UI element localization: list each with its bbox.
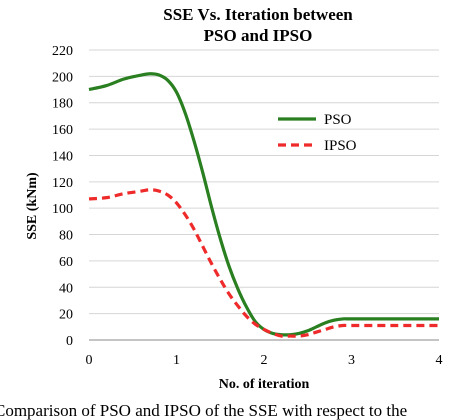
series-line-ipso xyxy=(88,188,439,338)
x-tick-label: 2 xyxy=(261,353,268,368)
figure-caption: Comparison of PSO and IPSO of the SSE wi… xyxy=(0,401,407,420)
chart-title-line-1: SSE Vs. Iteration between xyxy=(163,5,353,24)
y-tick-label: 0 xyxy=(66,334,73,349)
y-tick-label: 60 xyxy=(59,255,73,270)
legend-label-pso: PSO xyxy=(324,112,352,128)
x-tick-label: 0 xyxy=(86,353,93,368)
x-tick-label: 4 xyxy=(436,353,443,368)
y-tick-label: 140 xyxy=(52,149,73,164)
y-tick-label: 120 xyxy=(52,176,73,191)
chart-title-line-2: PSO and IPSO xyxy=(204,26,313,45)
y-tick-label: 20 xyxy=(59,308,73,323)
x-tick-label: 1 xyxy=(173,353,180,368)
x-tick-label: 3 xyxy=(348,353,355,368)
y-tick-labels: 0 20 40 60 80 100 120 140 160 180 200 220 xyxy=(52,44,73,349)
y-tick-label: 100 xyxy=(52,202,73,217)
x-tick-labels: 0 1 2 3 4 xyxy=(86,353,443,368)
y-tick-label: 200 xyxy=(52,70,73,85)
legend: PSO IPSO xyxy=(278,112,357,154)
y-tick-label: 160 xyxy=(52,123,73,138)
y-tick-label: 80 xyxy=(59,229,73,244)
y-tick-label: 40 xyxy=(59,281,73,296)
y-tick-label: 220 xyxy=(52,44,73,59)
x-axis-label: No. of iteration xyxy=(219,377,310,392)
series-layer xyxy=(88,72,439,338)
series-line-pso xyxy=(88,72,439,337)
y-tick-label: 180 xyxy=(52,97,73,112)
gridlines xyxy=(89,49,439,315)
y-axis-label: SSE (kNm) xyxy=(25,172,40,240)
legend-label-ipso: IPSO xyxy=(324,138,357,154)
